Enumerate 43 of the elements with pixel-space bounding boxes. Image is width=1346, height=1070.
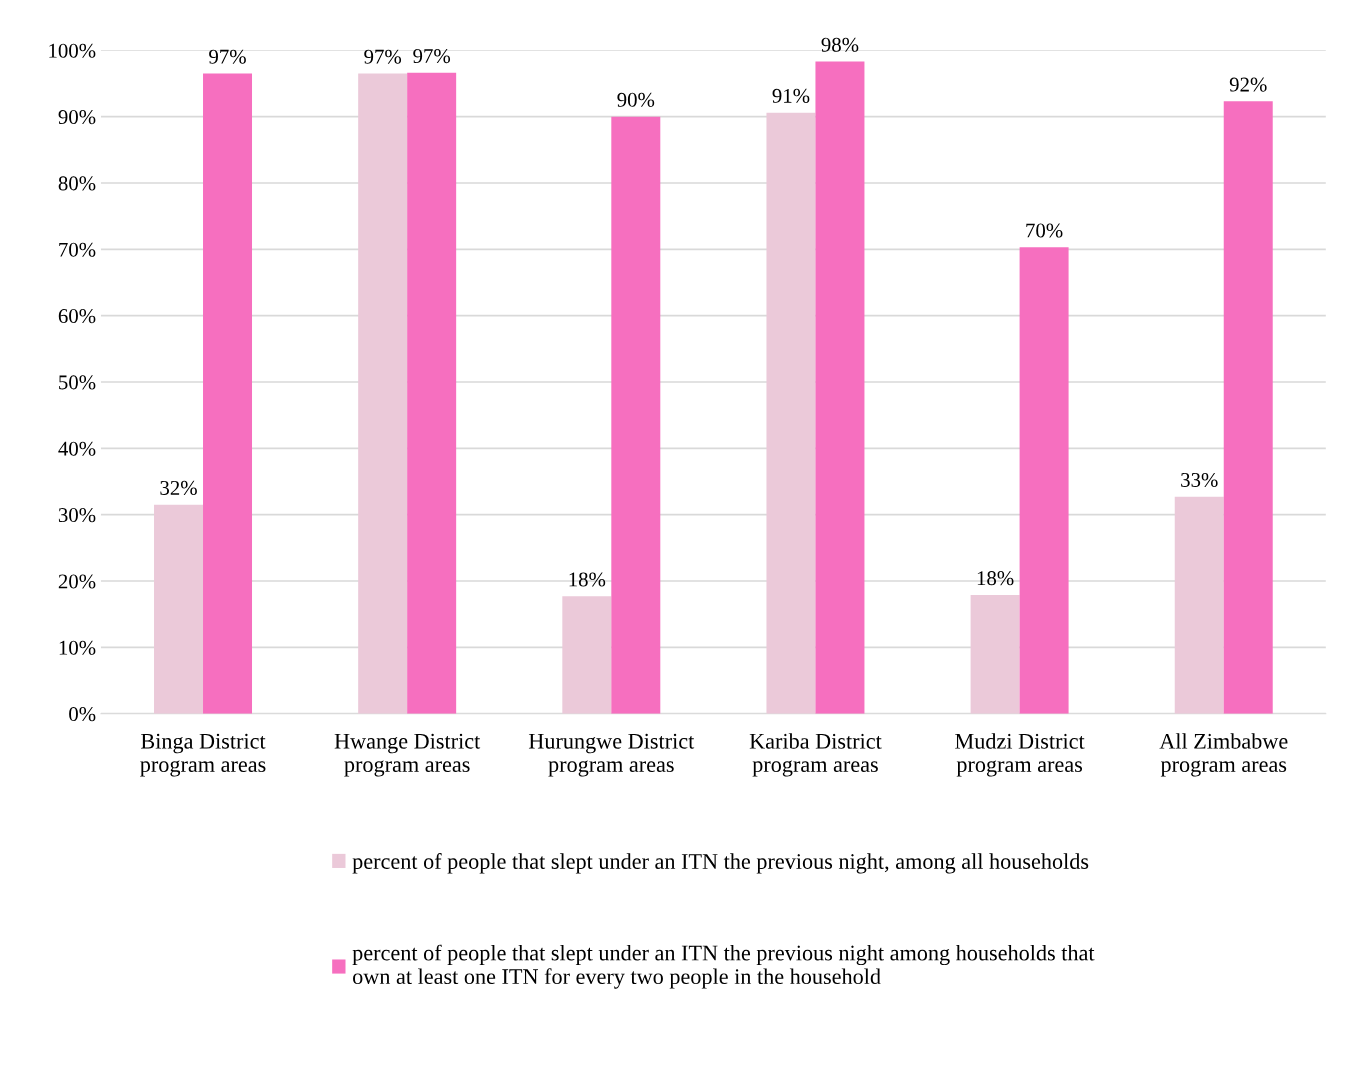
bar — [970, 594, 1020, 714]
x-tick-label: Mudzi District program areas — [955, 733, 1085, 777]
x-tick-label: Binga District program areas — [140, 733, 266, 777]
data-label: 91% — [772, 88, 810, 103]
y-tick-label: 50% — [59, 375, 96, 390]
data-label: 18% — [977, 571, 1014, 586]
x-tick-label: Kariba District program areas — [749, 733, 882, 777]
x-tick-label: All Zimbabwe program areas — [1159, 733, 1288, 777]
y-tick-label: 60% — [58, 309, 96, 324]
bar — [766, 112, 816, 714]
data-label: 97% — [413, 49, 451, 64]
data-label: 18% — [569, 572, 606, 587]
y-tick-label: 20% — [58, 574, 96, 589]
bar — [154, 504, 204, 714]
y-tick-label: 10% — [59, 640, 96, 655]
y-tick-label: 80% — [58, 176, 96, 191]
legend-label: percent of people that slept under an ITN the previous night among households that own at least one ITN for every two people in the household — [352, 944, 1095, 989]
bar — [1019, 247, 1069, 714]
y-tick-label: 70% — [59, 242, 96, 257]
y-tick-label: 100% — [49, 43, 96, 58]
bar — [1174, 496, 1224, 714]
legend-label: percent of people that slept under an ITN the previous night, among all households — [352, 853, 1089, 874]
data-label: 70% — [1026, 223, 1063, 238]
bar — [611, 116, 661, 714]
bar — [815, 61, 865, 714]
data-label: 98% — [821, 37, 859, 52]
x-tick-label: Hwange District program areas — [334, 733, 481, 777]
bar — [562, 596, 612, 714]
y-tick-label: 0% — [69, 707, 96, 722]
data-label: 33% — [1181, 472, 1218, 488]
data-label: 92% — [1229, 77, 1267, 92]
y-tick-label: 90% — [58, 110, 96, 125]
y-tick-label: 40% — [58, 441, 96, 456]
x-tick-label: Hurungwe District program areas — [528, 733, 695, 777]
bar — [1223, 101, 1273, 714]
y-tick-label: 30% — [58, 508, 96, 523]
data-label: 97% — [209, 49, 246, 64]
bar — [358, 73, 408, 714]
data-label: 32% — [160, 480, 197, 495]
bar — [407, 72, 457, 714]
bar — [203, 73, 253, 714]
data-label: 90% — [617, 92, 655, 107]
data-label: 97% — [364, 49, 402, 64]
